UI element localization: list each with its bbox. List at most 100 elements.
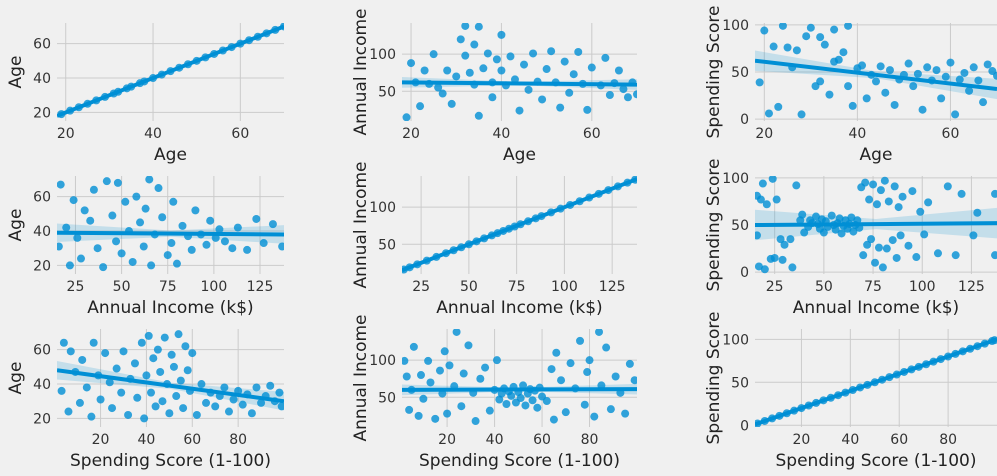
regression-line <box>402 80 637 87</box>
scatter-point <box>888 236 897 245</box>
scatter-point <box>519 381 528 390</box>
x-tick-label: 25 <box>67 279 85 295</box>
scatter-point <box>869 180 878 189</box>
scatter-point <box>792 181 801 190</box>
scatter-point <box>132 192 141 201</box>
gridlines <box>402 329 637 427</box>
scatter-point <box>827 211 836 220</box>
scatter-point <box>429 50 438 59</box>
scatter-point <box>93 244 102 253</box>
scatter-point <box>892 253 901 262</box>
scatter-point <box>904 59 913 68</box>
scatter-point <box>583 105 592 114</box>
scatter-point <box>447 99 456 108</box>
scatter-point <box>768 176 777 183</box>
scatter-point <box>224 407 233 416</box>
scatter-point <box>183 366 192 375</box>
scatter-point <box>188 349 197 358</box>
scatter-point <box>844 23 853 30</box>
x-tick-label: 80 <box>229 432 247 448</box>
x-tick-label: 100 <box>909 279 936 295</box>
scatter-point <box>528 396 537 405</box>
scatter-point <box>565 88 574 97</box>
scatter-point <box>844 82 853 91</box>
scatter-point <box>456 35 465 44</box>
scatter-point <box>861 178 870 187</box>
scatter-point <box>884 197 893 206</box>
x-tick-label: 60 <box>942 126 960 142</box>
regression-line <box>755 58 997 91</box>
x-tick-label: 40 <box>138 432 156 448</box>
plot-area <box>402 176 637 274</box>
y-tick-label: 40 <box>33 71 51 87</box>
scatter-point <box>848 101 857 110</box>
scatter-point <box>560 57 569 66</box>
scatter-point <box>75 398 84 407</box>
regression-line <box>402 387 637 392</box>
scatter-point <box>407 59 416 68</box>
scatter-point <box>452 72 461 81</box>
regression-line <box>755 221 997 227</box>
y-tick-label: 100 <box>722 18 749 34</box>
scatter-point <box>904 241 913 250</box>
scatter-point <box>426 378 435 387</box>
scatter-point <box>57 180 65 189</box>
scatter-point <box>859 251 868 260</box>
scatter-point <box>142 371 151 380</box>
regression-line <box>57 230 284 237</box>
y-tick-label: 0 <box>740 265 749 281</box>
y-tick-label: 100 <box>722 332 749 348</box>
scatter-point <box>165 409 174 418</box>
scatter-point <box>112 364 121 373</box>
scatter-point <box>913 69 922 78</box>
scatter-point <box>974 76 983 85</box>
y-tick-label: 50 <box>378 390 396 406</box>
scatter-point <box>770 253 779 262</box>
scatter-point <box>552 348 561 357</box>
scatter-point <box>169 197 178 206</box>
scatter-point <box>881 88 890 97</box>
subplot-income-vs-age: 20 40 60 50 100 Age Annual Income <box>351 8 637 165</box>
x-tick-label: 40 <box>841 432 859 448</box>
x-tick-label: 25 <box>412 279 430 295</box>
scatter-point <box>153 345 162 354</box>
scatter-point <box>863 240 872 249</box>
regression-line <box>402 177 637 273</box>
x-tick-label: 20 <box>755 126 773 142</box>
x-tick-label: 20 <box>402 126 420 142</box>
scatter-point <box>605 91 614 100</box>
scatter-point <box>876 186 885 195</box>
scatter-point <box>167 239 176 248</box>
scatter-point <box>82 383 91 392</box>
scatter-point <box>606 405 615 414</box>
x-tick-label: 40 <box>493 126 511 142</box>
scatter-point <box>80 206 89 215</box>
scatter-point <box>137 338 146 347</box>
scatter-point <box>268 220 277 229</box>
regression-line <box>57 24 284 118</box>
scatter-point <box>96 395 105 404</box>
scatter-point <box>65 261 74 270</box>
scatter-point <box>621 409 630 418</box>
scatter-point <box>969 63 978 72</box>
scatter-point <box>890 100 899 109</box>
scatter-point <box>619 85 628 94</box>
scatter-point <box>602 343 611 352</box>
scatter-point <box>876 62 885 71</box>
scatter-point <box>580 400 589 409</box>
scatter-point <box>820 40 829 49</box>
scatter-point <box>419 394 428 403</box>
scatter-point <box>780 240 789 249</box>
y-tick-label: 0 <box>740 418 749 434</box>
scatter-point <box>57 386 66 395</box>
gridlines <box>402 23 637 121</box>
scatter-point <box>515 106 524 115</box>
scatter-point <box>474 23 483 31</box>
x-axis-label: Annual Income (k$) <box>436 298 602 318</box>
scatter-point <box>465 68 474 77</box>
x-tick-label: 50 <box>815 279 833 295</box>
x-tick-label: 50 <box>113 279 131 295</box>
scatter-point <box>66 347 75 356</box>
scatter-point <box>176 376 185 385</box>
scatter-point <box>576 336 585 345</box>
